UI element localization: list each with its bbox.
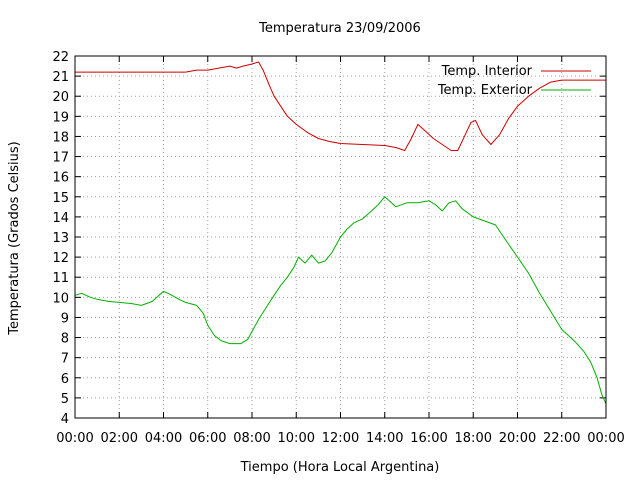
- y-tick-label: 10: [52, 291, 69, 306]
- y-tick-label: 9: [61, 311, 69, 326]
- y-tick-label: 5: [61, 392, 69, 407]
- x-tick-label: 20:00: [499, 431, 536, 446]
- x-tick-label: 22:00: [543, 431, 580, 446]
- x-tick-label: 00:00: [56, 431, 93, 446]
- x-tick-label: 14:00: [366, 431, 403, 446]
- x-tick-label: 10:00: [278, 431, 315, 446]
- y-tick-label: 12: [52, 251, 69, 266]
- y-axis-label: Temperatura (Grados Celsius): [7, 141, 22, 335]
- x-tick-label: 12:00: [322, 431, 359, 446]
- chart-title: Temperatura 23/09/2006: [258, 21, 421, 36]
- y-tick-label: 7: [61, 352, 69, 367]
- x-axis-label: Tiempo (Hora Local Argentina): [240, 460, 440, 475]
- y-tick-label: 21: [52, 70, 69, 85]
- x-tick-label: 08:00: [233, 431, 270, 446]
- legend: Temp. Interior Temp. Exterior: [437, 64, 591, 98]
- y-tick-label: 18: [52, 130, 69, 145]
- series-line-interior: [75, 61, 606, 151]
- x-tick-label: 02:00: [101, 431, 138, 446]
- y-tick-label: 16: [52, 171, 69, 186]
- y-tick-label: 13: [52, 231, 69, 246]
- y-tick-label: 19: [52, 110, 69, 125]
- grid-layer: [75, 56, 606, 418]
- y-tick-label: 22: [52, 50, 69, 65]
- x-tick-label: 04:00: [145, 431, 182, 446]
- series-layer: [74, 61, 607, 405]
- y-tick-label: 15: [52, 191, 69, 206]
- y-tick-label: 11: [52, 271, 69, 286]
- series-line-exterior: [74, 196, 607, 405]
- y-tick-label: 4: [61, 412, 69, 427]
- x-tick-label: 16:00: [410, 431, 447, 446]
- x-tick-label: 00:00: [587, 431, 624, 446]
- x-tick-label: 18:00: [455, 431, 492, 446]
- plot-frame: [74, 55, 607, 419]
- y-tick-label: 17: [52, 151, 69, 166]
- y-tick-label: 14: [52, 211, 69, 226]
- tick-layer: 00:00 02:00 04:00 06:00 08:00 10:00 12:00 14:00…: [52, 50, 624, 446]
- y-tick-label: 8: [61, 332, 69, 347]
- y-tick-label: 6: [61, 372, 69, 387]
- legend-label-exterior: Temp. Exterior: [437, 83, 533, 98]
- y-tick-label: 20: [52, 90, 69, 105]
- x-tick-label: 06:00: [189, 431, 226, 446]
- legend-label-interior: Temp. Interior: [441, 64, 533, 79]
